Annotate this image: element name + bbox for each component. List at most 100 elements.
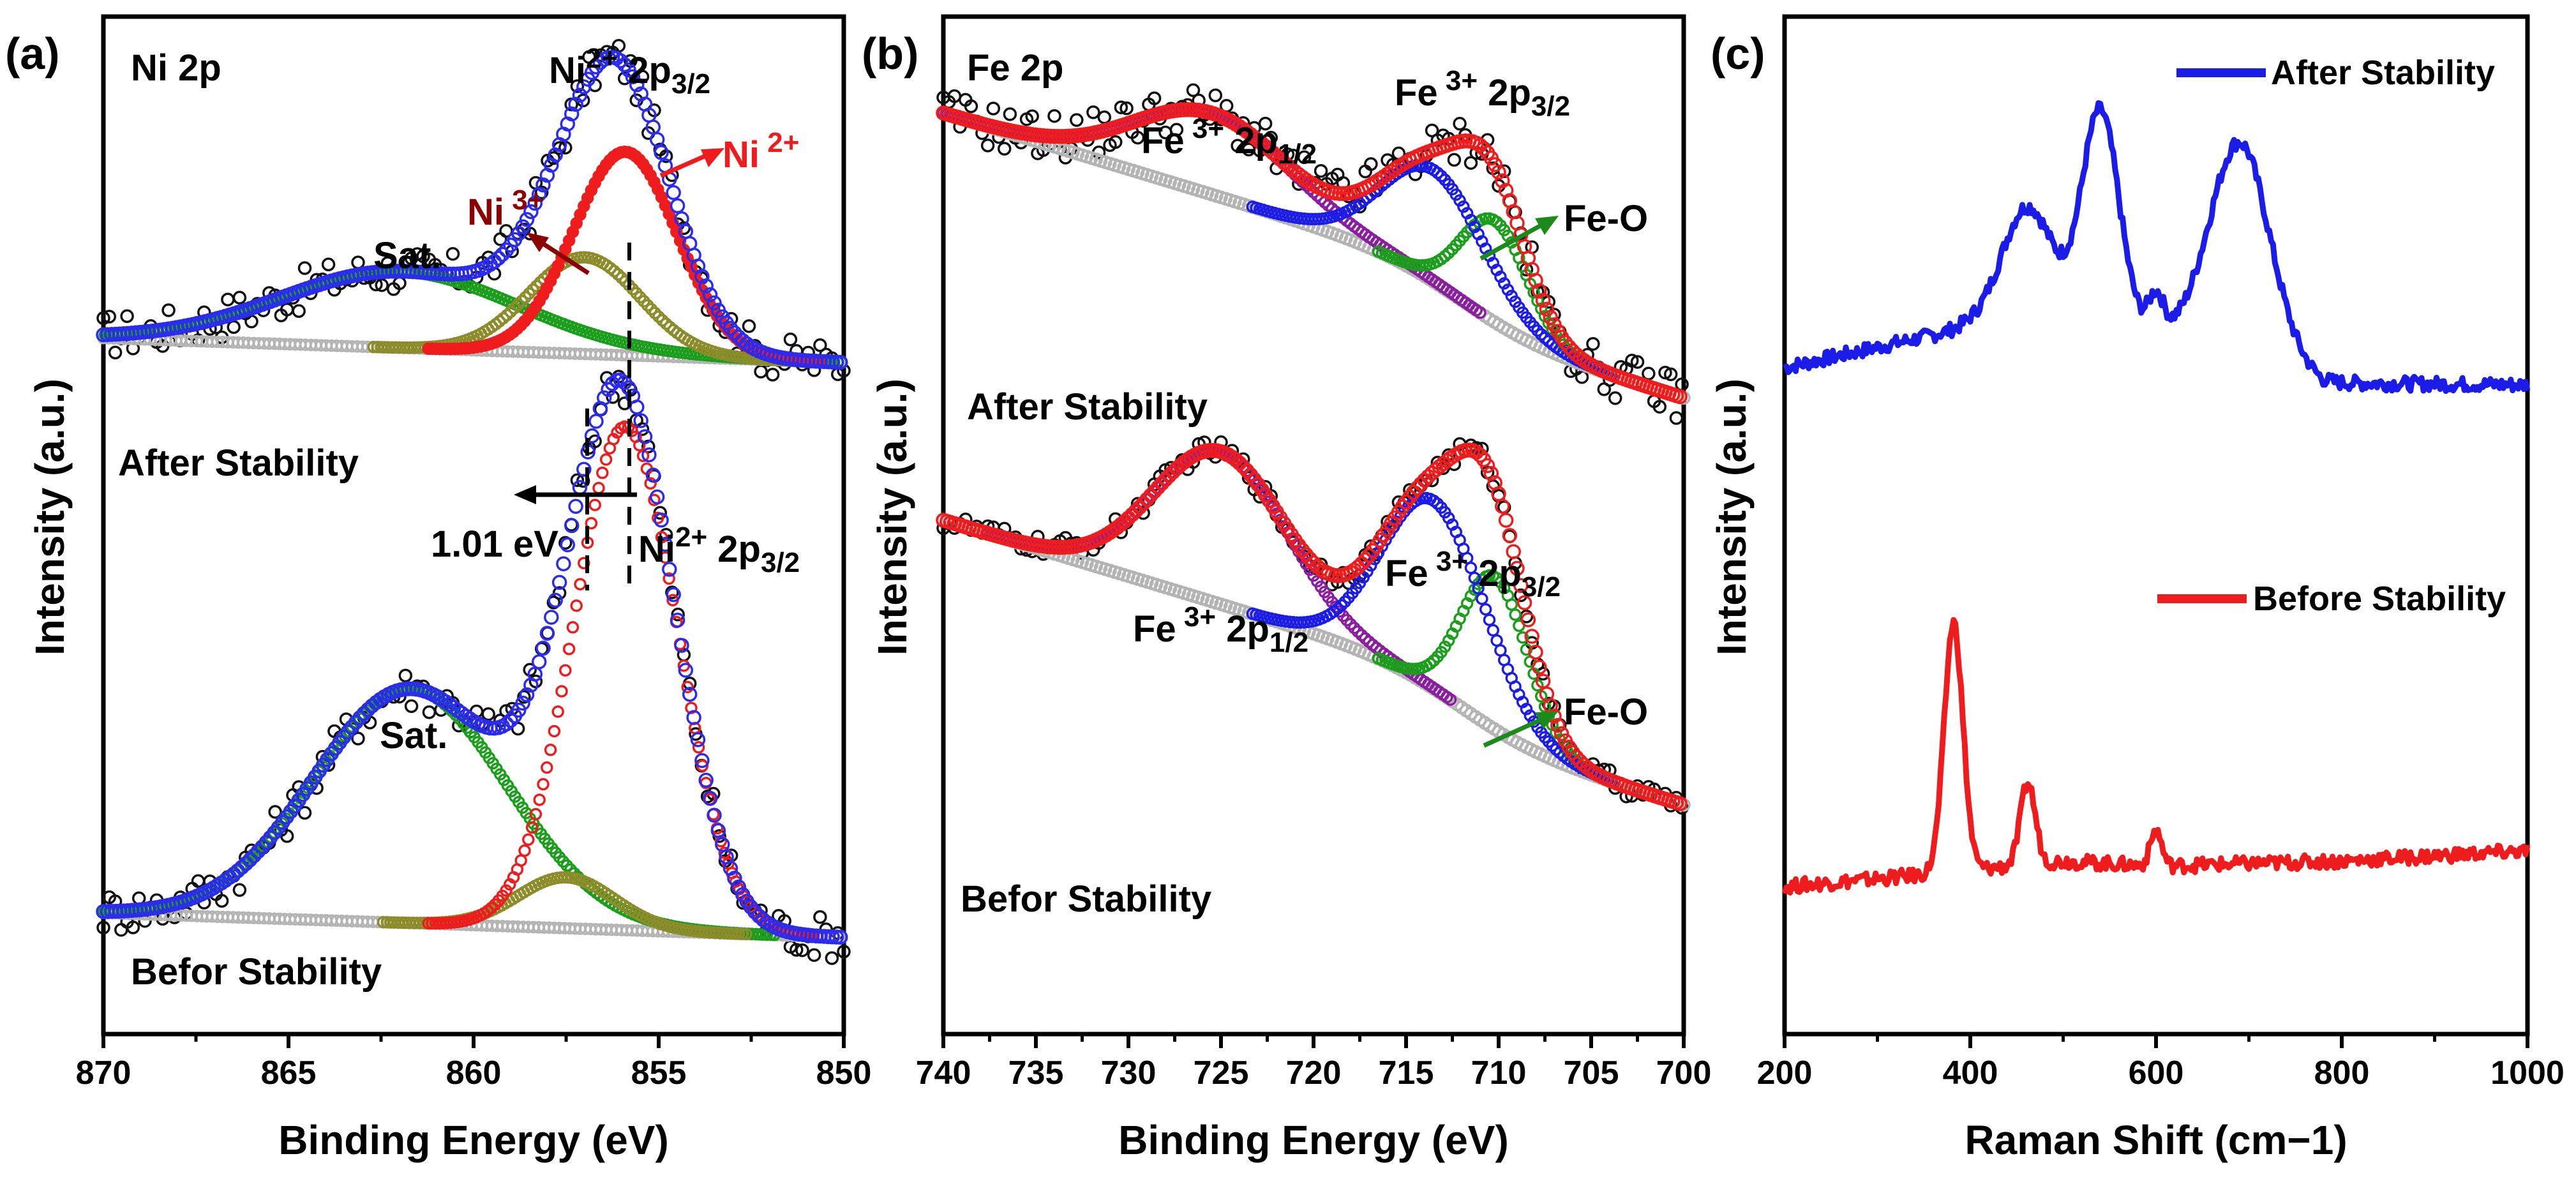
envelope-point <box>592 55 608 70</box>
panel-b-x-tick-label: 700 <box>1656 1055 1712 1092</box>
raw-data-point <box>161 303 176 317</box>
envelope-point <box>584 428 600 444</box>
raw-data-point <box>813 910 827 924</box>
component-fe-3-2p1-2 <box>1444 693 1457 706</box>
raw-data-point <box>837 945 851 959</box>
envelope-point <box>535 177 551 193</box>
envelope-point <box>1132 499 1148 515</box>
panel-b-x-tick-label: 730 <box>1101 1055 1157 1092</box>
component-ni-2-2p3-2 <box>681 680 694 694</box>
panel-b-group-before <box>936 435 1691 815</box>
panel-a-ni2p: (a) 870 865 860 855 850 Ni 2p Binding Energy… <box>5 14 871 1163</box>
envelope-point <box>491 250 506 266</box>
component-fe-3-2p1-2 <box>1348 621 1361 634</box>
envelope-point <box>613 53 629 68</box>
envelope-point <box>1239 463 1255 478</box>
annotation-fe3-12-top: Fe 3+ 2p1/2 <box>1141 113 1317 170</box>
panel-c-raman: (c) 200 400 600 800 1000 After Stability Bef… <box>1709 14 2565 1163</box>
panel-a-label: (a) <box>5 29 60 79</box>
component-ni-2-2p3-2 <box>551 705 564 718</box>
raw-data-point <box>1169 123 1184 137</box>
raw-data-point <box>1669 411 1684 425</box>
envelope-point <box>1487 157 1502 172</box>
raw-data-point <box>528 674 543 689</box>
envelope-point <box>356 706 372 721</box>
raw-data-point <box>321 257 336 272</box>
raw-data-point <box>1097 110 1112 124</box>
raw-data-point <box>606 390 620 404</box>
panel-b-y-axis-label: Intensity (a.u.) <box>869 379 915 656</box>
raw-data-point <box>481 707 495 721</box>
envelope-point <box>1513 578 1529 594</box>
component-ni-2-2p3-2 <box>596 467 609 479</box>
component-fe-3-2p1-2 <box>1163 469 1176 483</box>
panel-b-x-tick-label: 725 <box>1194 1055 1249 1092</box>
raw-data-point <box>232 290 247 305</box>
envelope-point <box>1405 484 1421 500</box>
envelope-point <box>633 413 648 428</box>
panel-b-x-tick-label: 705 <box>1564 1055 1619 1092</box>
envelope-point <box>1557 334 1573 350</box>
component-ni-2-2p3-2 <box>533 793 546 806</box>
component-ni-2-2p3-2 <box>685 702 698 714</box>
envelope-point <box>707 807 722 823</box>
envelope-point <box>531 654 547 670</box>
component-ni-3- <box>740 927 753 941</box>
envelope-point <box>544 610 559 625</box>
envelope-point <box>1554 726 1569 742</box>
envelope-point <box>588 414 604 429</box>
annotation-fe3-12-bottom: Fe 3+ 2p1/2 <box>1133 601 1308 658</box>
panel-a-x-tick-label: 855 <box>631 1055 687 1092</box>
raw-data-point <box>96 311 110 326</box>
envelope-point <box>1532 283 1547 299</box>
envelope-point <box>625 69 641 85</box>
raw-data-point <box>534 185 549 200</box>
component-ni-2-2p3-2 <box>599 453 613 466</box>
envelope-point <box>515 695 530 711</box>
panel-b-x-tick-label: 715 <box>1379 1055 1434 1092</box>
component-ni-2-2p3-2 <box>522 833 535 846</box>
annotation-feo-bottom: Fe-O <box>1564 691 1648 733</box>
panel-b-x-tick-label: 735 <box>1008 1055 1064 1092</box>
raw-data-point <box>1447 153 1462 167</box>
envelope-point <box>576 79 592 94</box>
component-ni-2-2p3-2 <box>562 642 576 656</box>
raw-data-point <box>1652 400 1667 414</box>
component-ni-2-2p3-2 <box>659 551 672 564</box>
envelope-point <box>527 195 543 211</box>
raw-data-point <box>351 732 365 746</box>
component-ni-3- <box>652 310 665 323</box>
annotation-sat-top: Sat. <box>373 235 441 276</box>
envelope-point <box>596 390 612 405</box>
component-fe-3-2p1-2 <box>1474 306 1486 319</box>
envelope-point <box>710 823 726 838</box>
component-ni-2-2p3-2 <box>574 578 587 590</box>
envelope-point <box>1569 749 1584 765</box>
raw-data-point <box>221 292 235 306</box>
component-ni-3- <box>515 294 528 308</box>
raw-data-point <box>375 278 389 292</box>
envelope-point <box>348 714 364 730</box>
raw-data-point <box>570 473 585 488</box>
panel-c-x-tick-label: 400 <box>1943 1055 1998 1092</box>
raw-data-point <box>232 883 247 897</box>
envelope-point <box>1483 465 1499 481</box>
envelope-point <box>352 710 368 726</box>
raw-data-point <box>754 364 768 379</box>
envelope-point <box>1535 292 1551 308</box>
arrow-ni2-shaft <box>659 151 713 178</box>
component-ni-2-2p3-2 <box>648 493 661 506</box>
envelope-point <box>727 871 742 886</box>
raw-data-point <box>517 690 531 704</box>
envelope-point <box>833 354 848 370</box>
envelope-point <box>1479 458 1495 474</box>
component-fe-3-2p3-2 <box>1453 194 1466 207</box>
component-fe-o <box>1464 590 1478 603</box>
component-fe-o <box>1505 598 1518 611</box>
raw-data-point <box>120 309 134 324</box>
component-fe-3-2p3-2 <box>1479 603 1492 616</box>
raw-data-point <box>997 142 1012 156</box>
raw-data-point <box>108 345 123 360</box>
raw-data-point <box>244 314 258 329</box>
raw-data-point <box>297 806 312 820</box>
